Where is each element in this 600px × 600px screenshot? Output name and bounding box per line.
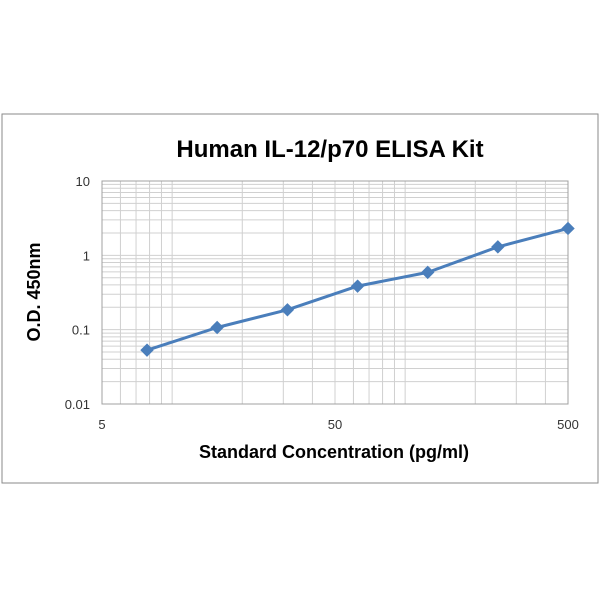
y-tick-label: 0.1 — [72, 323, 90, 338]
y-axis-label: O.D. 450nm — [24, 242, 44, 341]
y-tick-label: 10 — [76, 174, 90, 189]
y-tick-label: 1 — [83, 248, 90, 263]
data-point — [350, 279, 365, 293]
x-tick-label: 500 — [557, 417, 579, 432]
grid — [102, 181, 568, 404]
data-point — [561, 221, 575, 236]
chart-frame — [1, 113, 599, 484]
data-point — [140, 343, 154, 357]
x-tick-label: 50 — [328, 417, 342, 432]
data-point — [280, 303, 295, 317]
data-point — [210, 320, 224, 335]
y-tick-label: 0.01 — [65, 397, 90, 412]
tick-labels: 5 50 500 0.01 0.1 1 10 — [65, 174, 579, 432]
x-axis-label: Standard Concentration (pg/ml) — [199, 442, 469, 462]
data-point — [421, 265, 435, 280]
series — [140, 221, 575, 357]
chart-title: Human IL-12/p70 ELISA Kit — [176, 136, 483, 163]
x-tick-label: 5 — [98, 417, 105, 432]
data-point — [491, 240, 505, 254]
plot-area — [101, 180, 569, 405]
